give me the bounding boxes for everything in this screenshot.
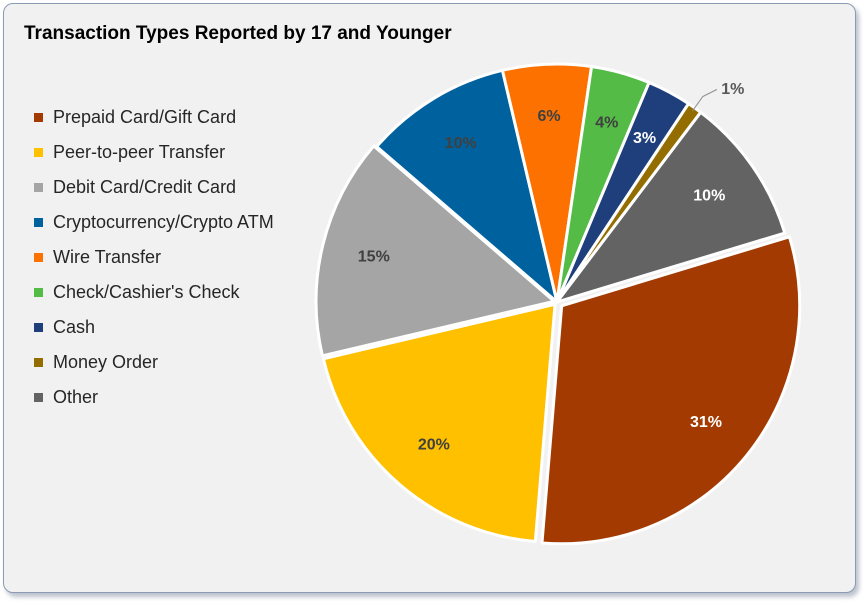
data-label-debit-card-credit-card: 15% xyxy=(358,249,390,266)
legend-swatch xyxy=(34,113,43,122)
legend-swatch xyxy=(34,218,43,227)
legend-item-debit-card-credit-card: Debit Card/Credit Card xyxy=(34,170,274,205)
legend-label: Prepaid Card/Gift Card xyxy=(53,107,237,127)
slice-cryptocurrency-crypto-atm xyxy=(375,68,559,304)
slice-debit-card-credit-card xyxy=(314,144,556,358)
legend-swatch xyxy=(34,393,43,402)
legend-item-money-order: Money Order xyxy=(34,345,274,380)
legend-item-peer-to-peer-transfer: Peer-to-peer Transfer xyxy=(34,135,274,170)
data-label-cash: 3% xyxy=(633,130,656,147)
legend-item-check-cashier-s-check: Check/Cashier's Check xyxy=(34,275,274,310)
legend-label: Cash xyxy=(53,317,96,337)
legend-label: Debit Card/Credit Card xyxy=(53,177,237,197)
data-label-peer-to-peer-transfer: 20% xyxy=(418,436,450,453)
legend-item-other: Other xyxy=(34,380,274,415)
legend-item-cash: Cash xyxy=(34,310,274,345)
chart-legend: Prepaid Card/Gift Card Peer-to-peer Trans… xyxy=(34,100,274,415)
legend-swatch xyxy=(34,323,43,332)
legend-swatch xyxy=(34,148,43,157)
legend-label: Wire Transfer xyxy=(53,247,162,267)
data-label-prepaid-card-gift-card: 31% xyxy=(690,414,722,431)
legend-label: Check/Cashier's Check xyxy=(53,282,240,302)
slice-prepaid-card-gift-card xyxy=(540,235,802,546)
legend-swatch xyxy=(34,253,43,262)
data-label-cryptocurrency-crypto-atm: 10% xyxy=(445,135,477,152)
legend-item-prepaid-card-gift-card: Prepaid Card/Gift Card xyxy=(34,100,274,135)
legend-swatch xyxy=(34,183,43,192)
leader-line xyxy=(691,89,718,112)
legend-item-wire-transfer: Wire Transfer xyxy=(34,240,274,275)
data-label-check-cashier-s-check: 4% xyxy=(595,115,618,132)
data-label-money-order: 1% xyxy=(721,81,744,98)
data-label-wire-transfer: 6% xyxy=(538,108,561,125)
legend-label: Other xyxy=(53,387,99,407)
chart-title: Transaction Types Reported by 17 and You… xyxy=(24,23,452,44)
legend-item-cryptocurrency-crypto-atm: Cryptocurrency/Crypto ATM xyxy=(34,205,274,240)
legend-label: Cryptocurrency/Crypto ATM xyxy=(53,212,274,232)
legend-swatch xyxy=(34,288,43,297)
slice-peer-to-peer-transfer xyxy=(321,302,557,543)
legend-swatch xyxy=(34,358,43,367)
slice-other xyxy=(555,110,787,304)
legend-label: Money Order xyxy=(53,352,159,372)
legend-label: Peer-to-peer Transfer xyxy=(53,142,226,162)
data-label-other: 10% xyxy=(693,187,725,204)
